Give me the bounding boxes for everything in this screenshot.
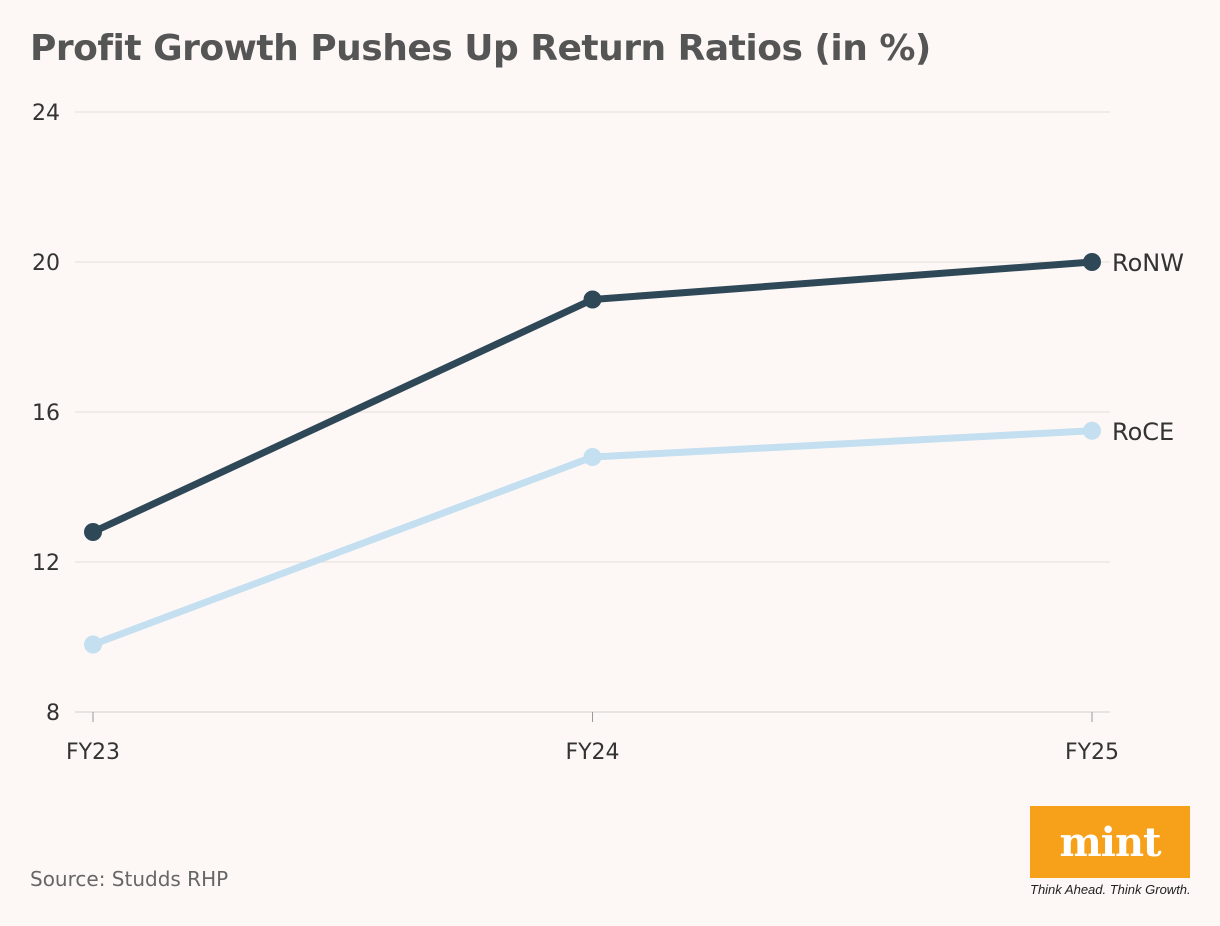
x-tick-label: FY23 bbox=[66, 740, 120, 765]
data-point bbox=[583, 290, 602, 309]
grid-lines bbox=[75, 111, 1110, 713]
y-tick-label: 24 bbox=[32, 101, 60, 126]
series-label: RoNW bbox=[1112, 249, 1184, 277]
series-label: RoCE bbox=[1112, 418, 1174, 446]
mint-logo-word: mint bbox=[1059, 818, 1161, 866]
y-tick-label: 12 bbox=[32, 551, 60, 576]
data-point bbox=[1083, 421, 1101, 440]
y-tick-label: 20 bbox=[32, 251, 60, 276]
x-axis: FY23 FY24 FY25 bbox=[66, 712, 1119, 765]
mint-logo-tagline: Think Ahead. Think Growth. bbox=[1030, 882, 1191, 897]
series-ronw: RoNW bbox=[84, 249, 1184, 541]
source-note: Source: Studds RHP bbox=[30, 867, 229, 891]
mint-logo: mint Think Ahead. Think Growth. bbox=[1030, 806, 1191, 897]
y-tick-label: 8 bbox=[46, 701, 60, 726]
y-tick-label: 16 bbox=[32, 401, 60, 426]
y-axis-ticks: 8 12 16 20 24 bbox=[32, 101, 60, 726]
data-point bbox=[1083, 253, 1101, 271]
data-point bbox=[84, 635, 102, 654]
series-lines: RoCE RoNW bbox=[84, 249, 1184, 654]
x-tick-label: FY25 bbox=[1065, 740, 1119, 765]
series-roce: RoCE bbox=[84, 418, 1174, 654]
chart-title: Profit Growth Pushes Up Return Ratios (i… bbox=[30, 28, 931, 69]
data-point bbox=[583, 448, 602, 466]
data-point bbox=[84, 523, 102, 541]
x-tick-label: FY24 bbox=[565, 740, 619, 765]
mint-logo-box: mint bbox=[1030, 806, 1190, 878]
